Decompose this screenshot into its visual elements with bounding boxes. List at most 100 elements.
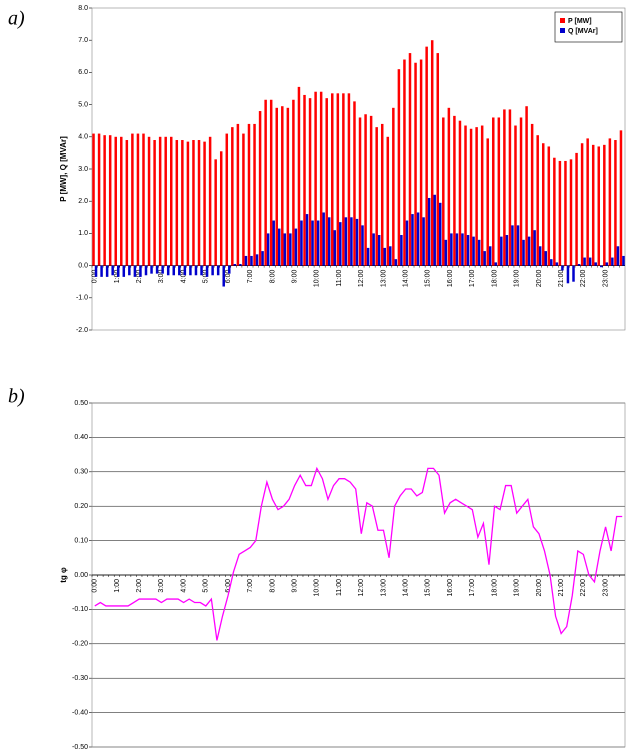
bar bbox=[375, 127, 378, 266]
bar bbox=[292, 99, 295, 266]
x-tick-label: 12:00 bbox=[358, 579, 365, 597]
y-tick-label: -1.0 bbox=[76, 295, 88, 302]
bar bbox=[164, 136, 167, 266]
bar bbox=[400, 235, 403, 266]
bar bbox=[386, 136, 390, 266]
bar bbox=[591, 144, 595, 266]
bar bbox=[342, 93, 345, 266]
bar bbox=[192, 140, 195, 266]
bar bbox=[289, 233, 292, 266]
bar bbox=[550, 259, 553, 266]
bar bbox=[131, 133, 134, 266]
bar bbox=[175, 140, 179, 266]
x-tick-label: 19:00 bbox=[514, 579, 521, 597]
y-tick-label: 5.0 bbox=[78, 101, 88, 108]
bar bbox=[619, 130, 623, 266]
bar bbox=[277, 228, 281, 266]
bar bbox=[153, 140, 156, 266]
bar bbox=[422, 217, 425, 266]
bar bbox=[392, 107, 395, 266]
bar bbox=[344, 217, 348, 266]
bar bbox=[333, 230, 337, 266]
legend-box bbox=[554, 11, 623, 43]
plot-frame bbox=[91, 7, 626, 331]
x-tick-label: 1:00 bbox=[114, 579, 121, 593]
bar bbox=[269, 99, 273, 266]
bar bbox=[136, 133, 140, 266]
bar bbox=[555, 262, 559, 266]
bar bbox=[586, 138, 589, 266]
y-tick-label: 0.40 bbox=[74, 434, 88, 441]
bar bbox=[308, 98, 312, 266]
bar bbox=[361, 225, 364, 266]
bar bbox=[547, 146, 551, 266]
bar bbox=[600, 265, 603, 268]
x-tick-label: 18:00 bbox=[491, 579, 498, 597]
bar bbox=[469, 128, 473, 266]
bar bbox=[597, 146, 601, 266]
bar bbox=[272, 220, 275, 266]
bar bbox=[497, 117, 501, 266]
bar bbox=[275, 107, 278, 266]
x-tick-label: 13:00 bbox=[380, 270, 387, 288]
bar bbox=[208, 136, 212, 266]
y-tick-label: -0.20 bbox=[72, 641, 88, 648]
bar bbox=[369, 115, 373, 266]
bar bbox=[231, 127, 234, 266]
bar bbox=[447, 107, 451, 266]
bar bbox=[178, 265, 181, 276]
x-tick-label: 11:00 bbox=[336, 579, 343, 596]
bar bbox=[475, 127, 478, 266]
y-tick-label: 6.0 bbox=[78, 69, 88, 76]
x-tick-label: 4:00 bbox=[180, 269, 187, 283]
bar bbox=[225, 133, 229, 266]
bar bbox=[486, 138, 489, 266]
x-tick-label: 2:00 bbox=[136, 579, 143, 593]
bar bbox=[236, 123, 240, 266]
bar bbox=[483, 251, 486, 266]
bar bbox=[588, 257, 592, 266]
bar bbox=[266, 233, 270, 266]
bar bbox=[194, 265, 198, 276]
bar bbox=[464, 125, 467, 266]
bar bbox=[603, 144, 606, 266]
y-tick-label: -0.10 bbox=[72, 606, 88, 613]
bar bbox=[616, 246, 620, 266]
y-tick-label: 2.0 bbox=[78, 198, 88, 205]
bar bbox=[353, 101, 356, 266]
bar bbox=[614, 140, 617, 266]
bar bbox=[336, 93, 340, 266]
bar bbox=[536, 135, 539, 266]
bar bbox=[355, 218, 359, 266]
x-tick-label: 3:00 bbox=[158, 269, 165, 283]
y-tick-label: 8.0 bbox=[78, 5, 88, 12]
x-tick-label: 6:00 bbox=[225, 579, 232, 593]
bar bbox=[200, 265, 203, 276]
bar bbox=[170, 136, 173, 266]
bar bbox=[350, 217, 353, 266]
bar bbox=[261, 251, 264, 266]
bar bbox=[339, 222, 342, 266]
x-tick-label: 12:00 bbox=[358, 270, 365, 288]
bar bbox=[605, 262, 609, 266]
x-tick-label: 7:00 bbox=[247, 269, 254, 283]
bar bbox=[553, 157, 556, 266]
bar bbox=[183, 265, 187, 276]
x-tick-label: 13:00 bbox=[380, 579, 387, 597]
bar bbox=[327, 217, 331, 266]
bar bbox=[558, 160, 562, 266]
bar bbox=[222, 265, 225, 287]
bar bbox=[416, 212, 420, 266]
bar bbox=[314, 91, 317, 266]
bar bbox=[211, 265, 214, 276]
y-tick-label: -0.50 bbox=[72, 744, 88, 751]
bar bbox=[158, 136, 162, 266]
legend-label: P [MW] bbox=[568, 18, 592, 25]
bar bbox=[383, 247, 386, 266]
bar bbox=[325, 98, 328, 266]
bar bbox=[594, 262, 597, 266]
bar bbox=[408, 53, 412, 266]
x-tick-label: 17:00 bbox=[469, 579, 476, 597]
bar bbox=[111, 265, 114, 276]
